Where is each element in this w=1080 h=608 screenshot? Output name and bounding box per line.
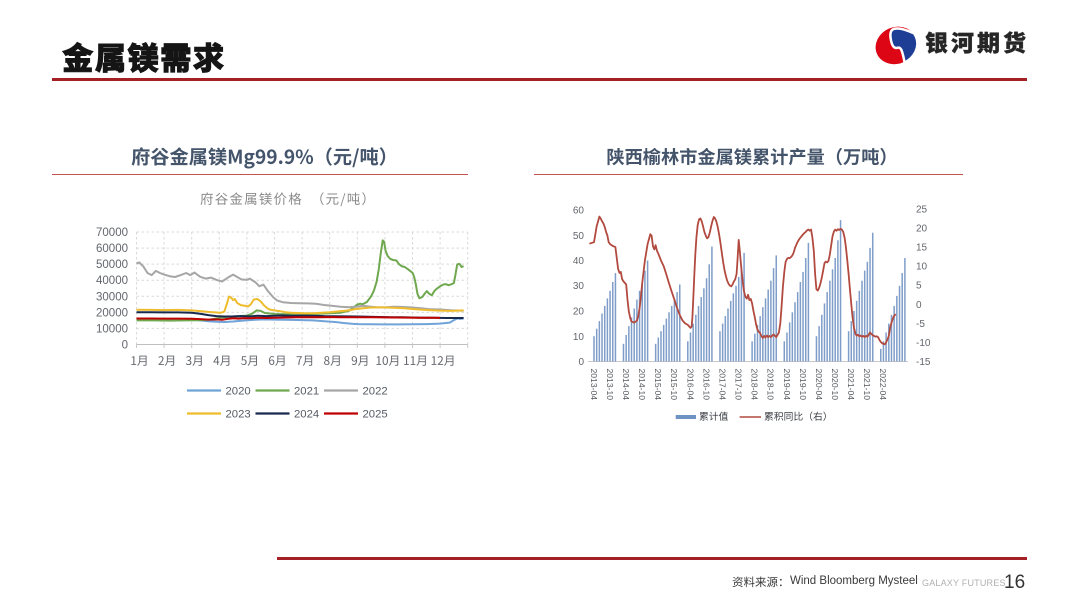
svg-text:10: 10 [573, 332, 585, 343]
svg-text:2016-10: 2016-10 [701, 369, 711, 401]
svg-text:20: 20 [573, 307, 585, 318]
svg-text:70000: 70000 [96, 227, 128, 239]
svg-text:2025: 2025 [363, 409, 388, 421]
svg-text:2023: 2023 [226, 409, 251, 421]
svg-text:2022-04: 2022-04 [878, 369, 888, 401]
svg-text:2017-10: 2017-10 [734, 369, 744, 401]
svg-text:2013-04: 2013-04 [589, 369, 599, 401]
svg-text:25: 25 [916, 205, 928, 216]
svg-text:-10: -10 [916, 338, 931, 349]
svg-text:2022: 2022 [363, 386, 388, 398]
svg-text:10: 10 [916, 262, 928, 273]
svg-text:2021: 2021 [294, 386, 319, 398]
svg-text:2019-04: 2019-04 [782, 369, 792, 401]
svg-text:5: 5 [916, 281, 922, 292]
svg-text:50000: 50000 [96, 259, 128, 271]
svg-text:2017-04: 2017-04 [717, 369, 727, 401]
svg-text:2020: 2020 [226, 386, 251, 398]
svg-text:20000: 20000 [96, 307, 128, 319]
svg-text:40: 40 [573, 256, 585, 267]
svg-text:60000: 60000 [96, 243, 128, 255]
svg-text:30: 30 [573, 281, 585, 292]
svg-text:2015-04: 2015-04 [653, 369, 663, 401]
svg-text:20: 20 [916, 224, 928, 235]
svg-text:0: 0 [578, 357, 584, 368]
svg-text:10000: 10000 [96, 323, 128, 335]
svg-text:2024: 2024 [294, 409, 319, 421]
svg-text:2021-04: 2021-04 [846, 369, 856, 401]
svg-text:2018-04: 2018-04 [750, 369, 760, 401]
svg-text:2019-10: 2019-10 [798, 369, 808, 401]
svg-text:30000: 30000 [96, 291, 128, 303]
svg-text:40000: 40000 [96, 275, 128, 287]
svg-text:60: 60 [573, 206, 585, 217]
svg-text:0: 0 [122, 340, 128, 352]
svg-text:15: 15 [916, 243, 928, 254]
svg-text:2014-10: 2014-10 [637, 369, 647, 401]
svg-text:2020-04: 2020-04 [814, 369, 824, 401]
svg-text:2021-10: 2021-10 [862, 369, 872, 401]
svg-text:0: 0 [916, 300, 922, 311]
svg-text:50: 50 [573, 231, 585, 242]
svg-text:2020-10: 2020-10 [830, 369, 840, 401]
svg-text:2015-10: 2015-10 [669, 369, 679, 401]
svg-text:2016-04: 2016-04 [685, 369, 695, 401]
svg-text:2013-10: 2013-10 [605, 369, 615, 401]
svg-text:2018-10: 2018-10 [766, 369, 776, 401]
svg-text:-15: -15 [916, 357, 931, 368]
svg-text:-5: -5 [916, 319, 925, 330]
svg-text:2014-04: 2014-04 [621, 369, 631, 401]
